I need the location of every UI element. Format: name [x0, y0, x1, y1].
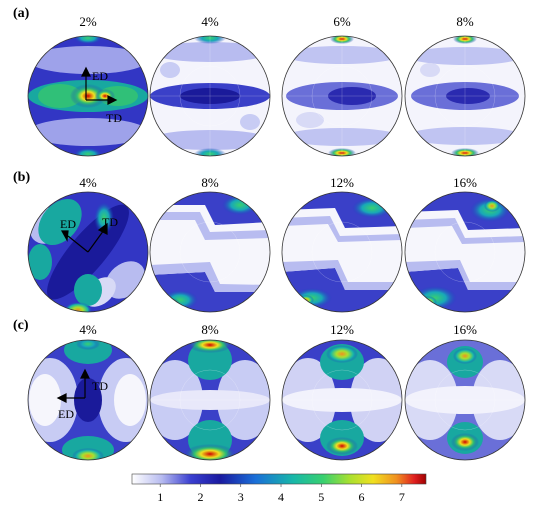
axis-label-td-c: TD	[92, 379, 108, 393]
panel-label-b1: 4%	[79, 175, 97, 190]
colorbar-tick-label: 5	[318, 490, 325, 504]
pole-figure-b1	[28, 192, 148, 312]
pole-figure-a4	[405, 36, 525, 156]
axes-arrows-b	[60, 222, 108, 253]
axis-label-td-b: TD	[102, 215, 118, 229]
pole-figure-a2	[150, 36, 270, 156]
panel-label-a3: 6%	[333, 14, 351, 29]
row-label-b: (b)	[13, 170, 31, 185]
colorbar-tick-label: 2	[197, 490, 204, 504]
panel-label-a2: 4%	[201, 14, 219, 29]
axis-label-ed-b: ED	[60, 217, 76, 231]
panel-label-c3: 12%	[330, 322, 354, 337]
pole-figure-c2	[150, 340, 270, 460]
panel-label-a4: 8%	[456, 14, 474, 29]
panel-label-a1: 2%	[79, 14, 97, 29]
panel-label-b3: 12%	[330, 175, 354, 190]
pole-figure-c1	[28, 340, 148, 460]
panel-label-c2: 8%	[201, 322, 219, 337]
panel-label-b4: 16%	[453, 175, 477, 190]
row-label-c: (c)	[13, 318, 29, 333]
colorbar-tick-label: 1	[157, 490, 164, 504]
panel-label-c4: 16%	[453, 322, 477, 337]
pole-figure-c4	[405, 340, 525, 460]
axes-arrows-a	[81, 66, 118, 105]
axis-label-ed-c: ED	[58, 407, 74, 421]
colorbar-tick-label: 7	[398, 490, 405, 504]
colorbar-ticks	[159, 484, 403, 487]
axis-label-td-a: TD	[106, 111, 122, 125]
polar-grid	[150, 36, 525, 431]
colorbar-tick-label: 4	[278, 490, 284, 504]
panel-label-b2: 8%	[201, 175, 219, 190]
row-label-a: (a)	[13, 6, 30, 21]
panel-label-c1: 4%	[79, 322, 97, 337]
colorbar-tick-label: 6	[358, 490, 365, 504]
pole-figure-c3	[282, 340, 402, 460]
pole-figure-a1	[28, 36, 148, 156]
colorbar-tick-label: 3	[237, 490, 244, 504]
axis-label-ed-a: ED	[92, 69, 108, 83]
colorbar	[131, 473, 427, 485]
pole-figure-a3	[282, 36, 402, 156]
pole-figure-b4	[405, 192, 525, 312]
axes-arrows-c	[56, 368, 90, 403]
